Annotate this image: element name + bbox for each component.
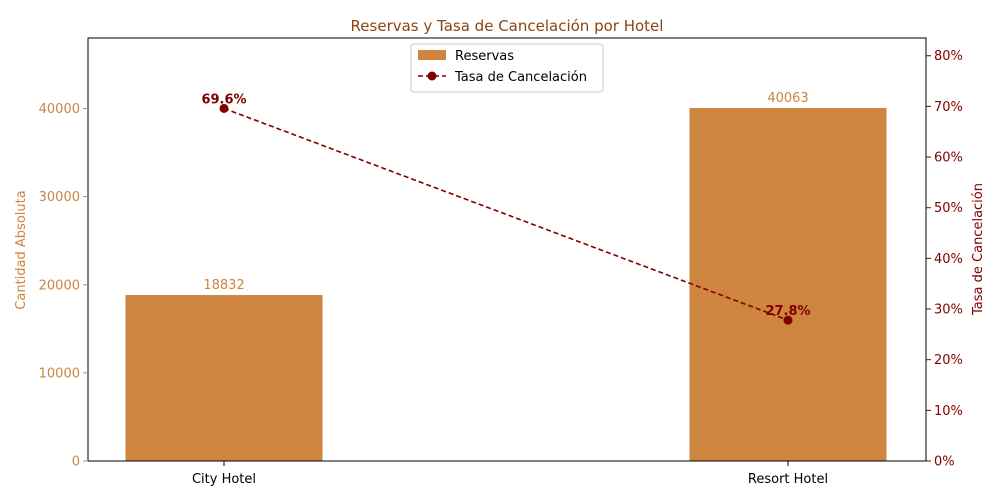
legend-bar-swatch bbox=[418, 50, 446, 60]
y-right-tick-label-0: 0% bbox=[934, 455, 955, 470]
y-left-tick-label-1: 10000 bbox=[39, 366, 80, 381]
cancel-rate-label-1: 27.8% bbox=[765, 304, 810, 319]
y-left-tick-label-3: 30000 bbox=[39, 190, 80, 205]
legend-box bbox=[410, 43, 604, 93]
bar-0 bbox=[125, 295, 323, 461]
cancel-rate-point-0 bbox=[219, 103, 229, 113]
cancel-rate-line bbox=[223, 107, 789, 321]
y-right-tick-label-3: 30% bbox=[934, 303, 963, 318]
bars-layer: 18832 40063 bbox=[125, 91, 887, 461]
plot-frame bbox=[87, 37, 927, 462]
cancel-rate-point-1 bbox=[783, 315, 793, 325]
y-right-tick-label-8: 80% bbox=[934, 49, 963, 64]
line-layer: 69.6% 27.8% bbox=[201, 92, 811, 325]
legend-bar-label: Reservas bbox=[455, 49, 514, 64]
y-left-tick-label-0: 0 bbox=[72, 455, 80, 470]
legend-line-label: Tasa de Cancelación bbox=[454, 70, 587, 85]
y-right-tick-label-2: 20% bbox=[934, 353, 963, 368]
legend: Reservas Tasa de Cancelación bbox=[410, 43, 604, 93]
y-axis-right-label: Tasa de Cancelación bbox=[971, 183, 986, 316]
y-right-tick-label-6: 60% bbox=[934, 151, 963, 166]
y-right-tick-label-7: 70% bbox=[934, 100, 963, 115]
legend-line-marker bbox=[427, 71, 437, 81]
y-axis-left-label: Cantidad Absoluta bbox=[14, 190, 29, 309]
y-left-tick-label-2: 20000 bbox=[39, 278, 80, 293]
bar-1 bbox=[689, 107, 887, 461]
bar-value-label-0: 18832 bbox=[203, 278, 244, 293]
x-tick-label-1: Resort Hotel bbox=[748, 472, 828, 487]
bar-value-label-1: 40063 bbox=[767, 91, 808, 106]
y-left-tick-label-4: 40000 bbox=[39, 102, 80, 117]
x-tick-label-0: City Hotel bbox=[192, 472, 256, 487]
y-right-tick-label-1: 10% bbox=[934, 404, 963, 419]
cancel-rate-label-0: 69.6% bbox=[201, 92, 246, 107]
y-right-tick-label-5: 50% bbox=[934, 201, 963, 216]
axes-layer: 0 10000 20000 30000 40000 0% 10% 20% 30% 40% 50% 60… bbox=[39, 37, 963, 487]
chart-title: Reservas y Tasa de Cancelación por Hotel bbox=[351, 17, 664, 35]
y-right-tick-label-4: 40% bbox=[934, 252, 963, 267]
